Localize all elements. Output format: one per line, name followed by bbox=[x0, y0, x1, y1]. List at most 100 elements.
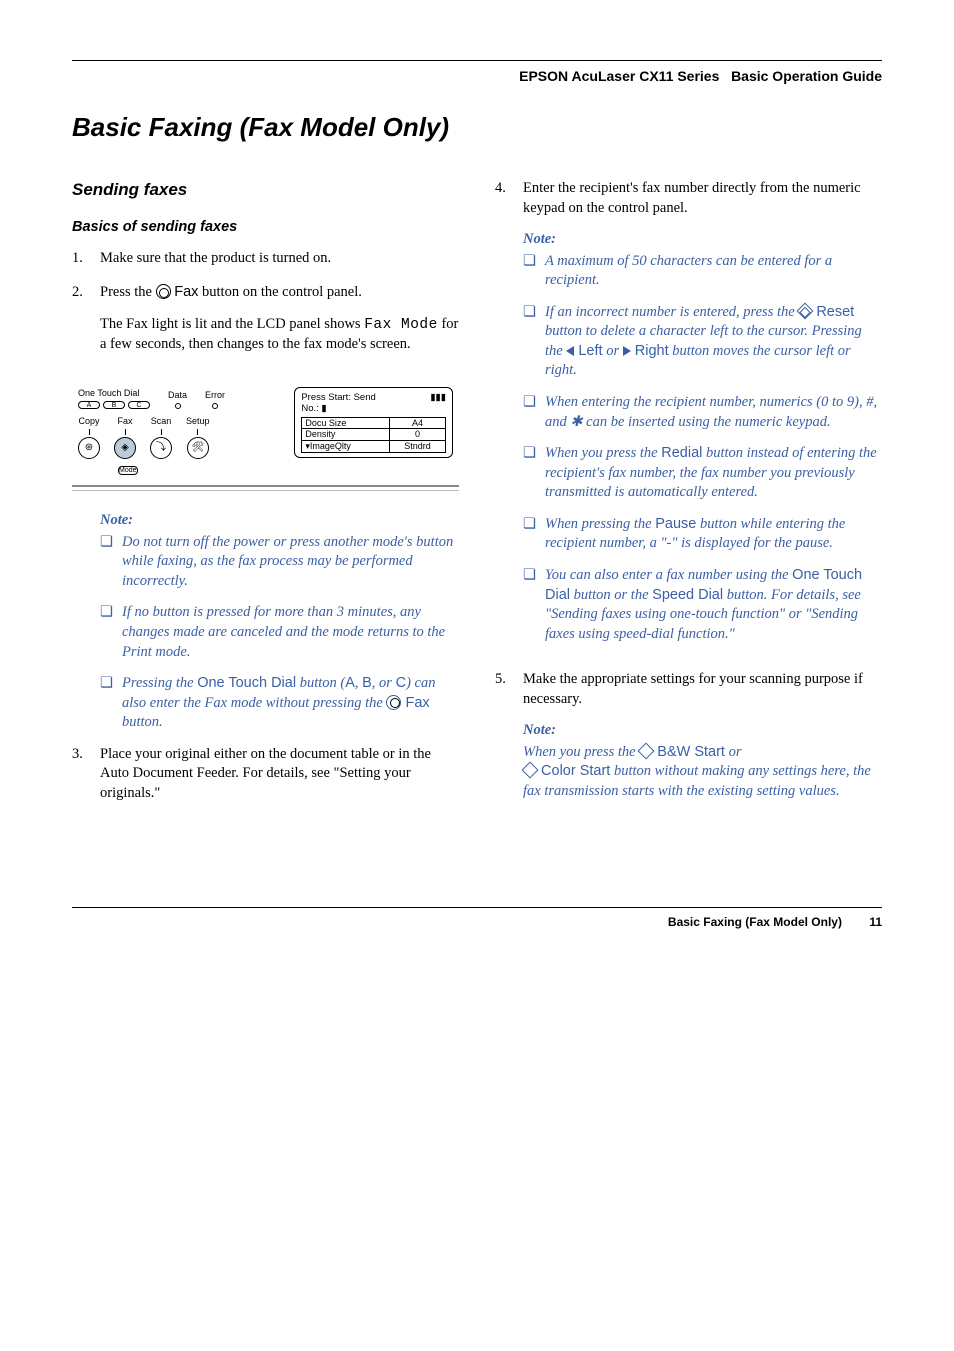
lcd-table: Docu SizeA4 Density0 ▾ImageQltyStndrd bbox=[301, 417, 446, 453]
scan-label: Scan bbox=[151, 415, 172, 427]
heading-basics: Basics of sending faxes bbox=[72, 218, 459, 238]
note-text: When entering the recipient number, nume… bbox=[545, 393, 882, 432]
note-text: When you press the Redial button instead… bbox=[545, 444, 882, 503]
lcd-text: Fax Mode bbox=[364, 317, 438, 333]
bullet-icon: ❏ bbox=[100, 603, 122, 662]
otd-a: A bbox=[78, 401, 100, 409]
header-rule bbox=[72, 60, 882, 61]
step-4: 4. Enter the recipient's fax number dire… bbox=[495, 179, 882, 656]
bullet-icon: ❏ bbox=[523, 393, 545, 432]
note-item: ❏When entering the recipient number, num… bbox=[523, 393, 882, 432]
footer-text: Basic Faxing (Fax Model Only) bbox=[668, 915, 842, 929]
step-5: 5. Make the appropriate settings for you… bbox=[495, 670, 882, 801]
step-num: 1. bbox=[72, 249, 100, 269]
note-text: If an incorrect number is entered, press… bbox=[545, 303, 882, 381]
note-text: Pressing the One Touch Dial button (A, B… bbox=[122, 674, 459, 733]
fax-icon bbox=[156, 284, 171, 299]
right-column: 4. Enter the recipient's fax number dire… bbox=[495, 179, 882, 817]
otd-c: C bbox=[128, 401, 150, 409]
cell: A4 bbox=[390, 417, 446, 429]
battery-icon: ▮▮▮ bbox=[430, 392, 446, 403]
mode-label: Mode bbox=[118, 466, 138, 475]
fax-knob-icon: ◈ bbox=[114, 437, 136, 459]
note-label: Note: bbox=[523, 721, 882, 741]
cell: Stndrd bbox=[390, 441, 446, 453]
step-body: Enter the recipient's fax number directl… bbox=[523, 179, 882, 656]
step-num: 4. bbox=[495, 179, 523, 656]
otd-b: B bbox=[103, 401, 125, 409]
step-body: Make the appropriate settings for your s… bbox=[523, 670, 882, 801]
bullet-icon: ❏ bbox=[523, 444, 545, 503]
step-num: 3. bbox=[72, 745, 100, 804]
fax-label: Fax bbox=[117, 415, 132, 427]
lcd-press: Press Start: Send bbox=[301, 392, 375, 403]
note-list: ❏A maximum of 50 characters can be enter… bbox=[523, 252, 882, 645]
steps-list-left-cont: 3. Place your original either on the doc… bbox=[72, 745, 459, 804]
step-num: 2. bbox=[72, 283, 100, 367]
scan-knob-icon: ⤵ bbox=[150, 437, 172, 459]
note-item: ❏Do not turn off the power or press anot… bbox=[100, 533, 459, 592]
step-num: 5. bbox=[495, 670, 523, 801]
lcd-screen: Press Start: Send▮▮▮ No.: ▮ Docu SizeA4 … bbox=[294, 387, 453, 458]
note-text: A maximum of 50 characters can be entere… bbox=[545, 252, 882, 291]
copy-label: Copy bbox=[78, 415, 99, 427]
copy-knob-icon: ⊛ bbox=[78, 437, 100, 459]
note-block: Note: ❏Do not turn off the power or pres… bbox=[72, 511, 459, 733]
page-title: Basic Faxing (Fax Model Only) bbox=[72, 110, 882, 145]
note-text: When you press the B&W Start or Color St… bbox=[523, 743, 882, 802]
step-1: 1. Make sure that the product is turned … bbox=[72, 249, 459, 269]
steps-list-left: 1. Make sure that the product is turned … bbox=[72, 249, 459, 366]
header-doc: Basic Operation Guide bbox=[731, 68, 882, 84]
note-item: ❏ You can also enter a fax number using … bbox=[523, 566, 882, 644]
page-number: 11 bbox=[869, 915, 882, 929]
bullet-icon: ❏ bbox=[523, 303, 545, 381]
bullet-icon: ❏ bbox=[523, 566, 545, 644]
header-product: EPSON AcuLaser CX11 Series bbox=[519, 68, 719, 84]
data-label: Data bbox=[168, 389, 187, 401]
cell: 0 bbox=[390, 429, 446, 441]
otd-label: One Touch Dial bbox=[78, 387, 150, 399]
page-footer: Basic Faxing (Fax Model Only) 11 bbox=[72, 907, 882, 930]
steps-list-right: 4. Enter the recipient's fax number dire… bbox=[495, 179, 882, 802]
text: Press the bbox=[100, 284, 156, 300]
step-2: 2. Press the Fax button on the control p… bbox=[72, 283, 459, 367]
note-item: ❏ When you press the Redial button inste… bbox=[523, 444, 882, 503]
start-icon bbox=[522, 762, 539, 779]
setup-label: Setup bbox=[186, 415, 210, 427]
bullet-icon: ❏ bbox=[100, 674, 122, 733]
header-line: EPSON AcuLaser CX11 Series Basic Operati… bbox=[72, 67, 882, 86]
heading-sending-faxes: Sending faxes bbox=[72, 179, 459, 202]
note-item: ❏ If an incorrect number is entered, pre… bbox=[523, 303, 882, 381]
step-body: Press the Fax button on the control pane… bbox=[100, 283, 459, 367]
data-led-icon bbox=[175, 403, 181, 409]
cell: Density bbox=[302, 429, 390, 441]
bullet-icon: ❏ bbox=[523, 252, 545, 291]
diagram-left: One Touch Dial A B C Data Error Copy⊛ F bbox=[78, 387, 276, 475]
error-led-icon bbox=[212, 403, 218, 409]
setup-knob-icon: 🛠 bbox=[187, 437, 209, 459]
note-item: ❏ When pressing the Pause button while e… bbox=[523, 515, 882, 554]
diagram-right: Press Start: Send▮▮▮ No.: ▮ Docu SizeA4 … bbox=[294, 387, 453, 458]
step-3: 3. Place your original either on the doc… bbox=[72, 745, 459, 804]
note-text: If no button is pressed for more than 3 … bbox=[122, 603, 459, 662]
cell: ▾ImageQlty bbox=[302, 441, 390, 453]
content-columns: Sending faxes Basics of sending faxes 1.… bbox=[72, 179, 882, 817]
control-panel-diagram: One Touch Dial A B C Data Error Copy⊛ F bbox=[72, 381, 459, 493]
text: The Fax light is lit and the LCD panel s… bbox=[100, 316, 364, 332]
note-item: ❏A maximum of 50 characters can be enter… bbox=[523, 252, 882, 291]
note-text: Do not turn off the power or press anoth… bbox=[122, 533, 459, 592]
bullet-icon: ❏ bbox=[523, 515, 545, 554]
text: button on the control panel. bbox=[198, 284, 362, 300]
note-item: ❏ Pressing the One Touch Dial button (A,… bbox=[100, 674, 459, 733]
cell: Docu Size bbox=[302, 417, 390, 429]
step-body: Make sure that the product is turned on. bbox=[100, 249, 459, 269]
right-arrow-icon bbox=[623, 346, 631, 356]
error-label: Error bbox=[205, 389, 225, 401]
fax-label: Fax bbox=[174, 284, 198, 300]
bullet-icon: ❏ bbox=[100, 533, 122, 592]
note-text: When pressing the Pause button while ent… bbox=[545, 515, 882, 554]
note-label: Note: bbox=[523, 230, 882, 250]
left-column: Sending faxes Basics of sending faxes 1.… bbox=[72, 179, 459, 817]
step-body: Place your original either on the docume… bbox=[100, 745, 459, 804]
note-list: ❏Do not turn off the power or press anot… bbox=[100, 533, 459, 733]
